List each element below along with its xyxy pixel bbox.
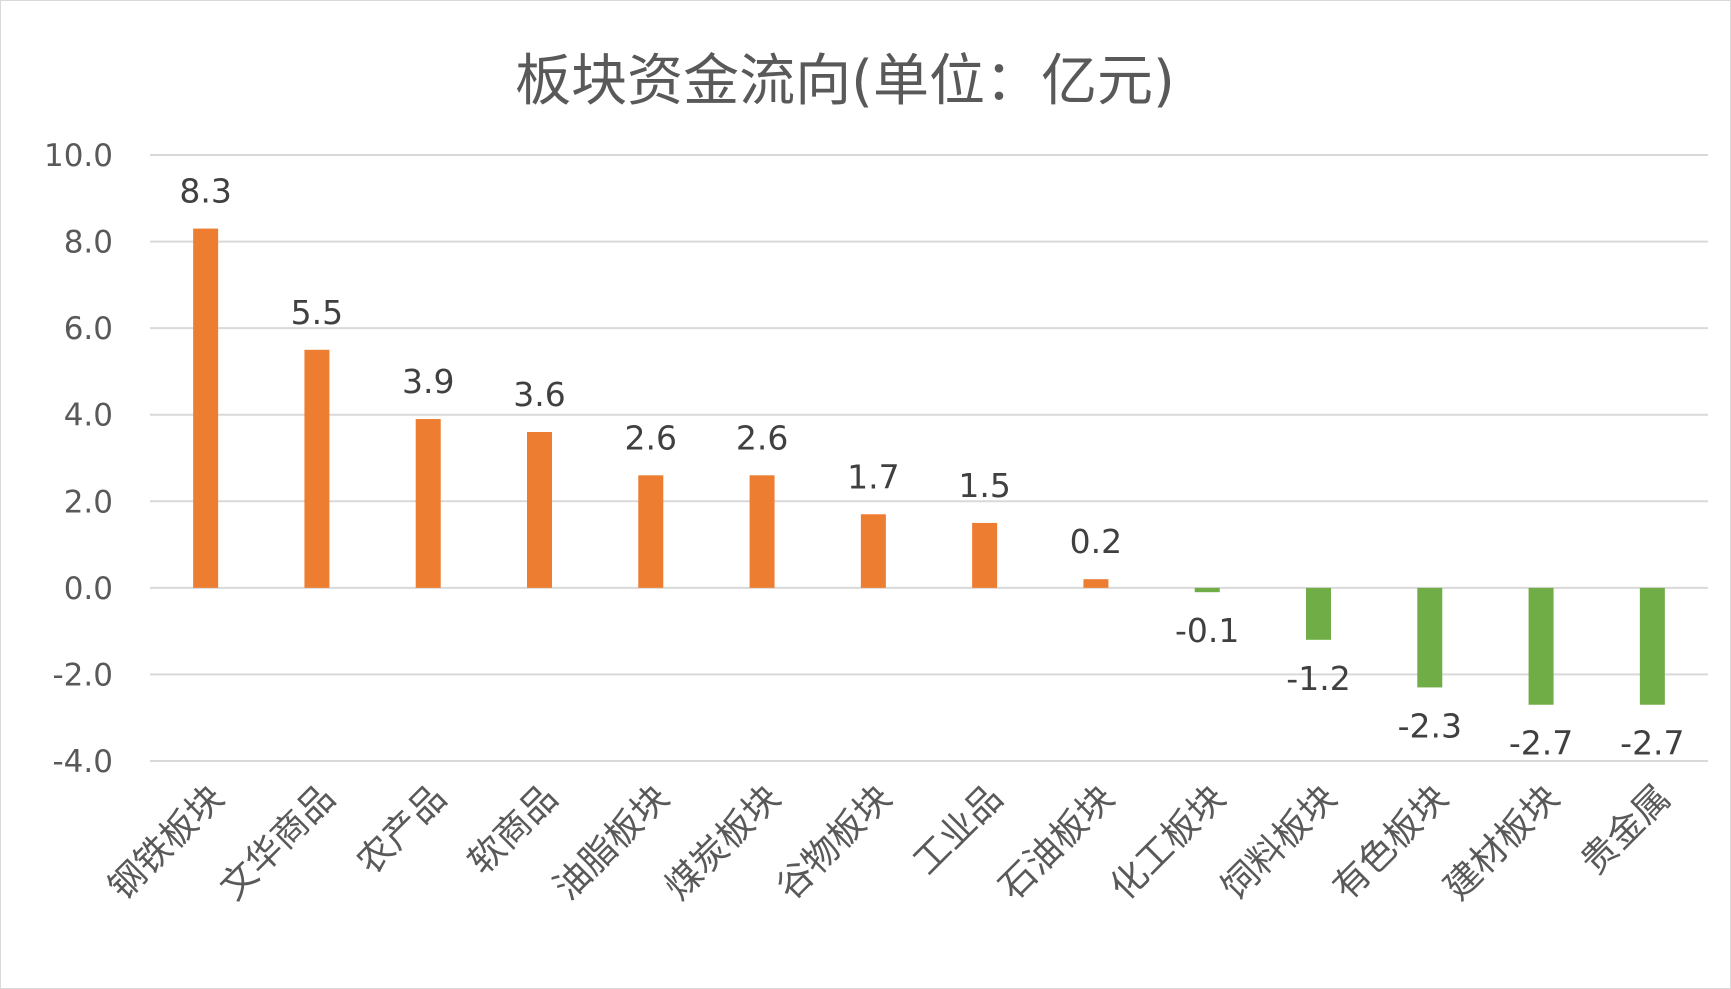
bar bbox=[638, 475, 664, 588]
category-label: 油脂板块 bbox=[546, 777, 677, 908]
y-tick-label: -2.0 bbox=[53, 657, 114, 693]
y-tick-label: -4.0 bbox=[53, 744, 114, 780]
y-tick-label: 8.0 bbox=[64, 225, 113, 261]
data-label: 8.3 bbox=[179, 172, 231, 211]
bar bbox=[860, 514, 886, 588]
y-tick-label: 2.0 bbox=[64, 484, 113, 520]
data-label: 5.5 bbox=[291, 293, 343, 332]
bar bbox=[1083, 579, 1109, 588]
data-label: -1.2 bbox=[1286, 659, 1350, 698]
category-label: 化工板块 bbox=[1103, 777, 1234, 908]
gridlines bbox=[150, 154, 1708, 762]
category-label: 谷物板块 bbox=[769, 777, 900, 908]
data-label: 2.6 bbox=[736, 418, 788, 457]
category-label: 农产品 bbox=[349, 777, 454, 882]
data-label: 1.7 bbox=[847, 457, 899, 496]
category-label: 饲料板块 bbox=[1214, 777, 1345, 908]
data-label: -2.3 bbox=[1398, 706, 1462, 745]
data-label: 3.6 bbox=[513, 375, 565, 414]
bars bbox=[193, 228, 1665, 705]
bar bbox=[1306, 587, 1331, 640]
bar bbox=[304, 349, 330, 588]
y-tick-label: 4.0 bbox=[64, 398, 113, 434]
bar bbox=[972, 522, 998, 588]
bar bbox=[1639, 587, 1665, 705]
data-label: 1.5 bbox=[958, 466, 1010, 505]
data-labels: 8.3 5.5 3.9 3.6 2.6 2.6 1.7 1.5 0.2 -0.1 -1.2 -2.3 -… bbox=[179, 172, 1684, 763]
category-label: 建材板块 bbox=[1437, 777, 1568, 908]
category-label: 石油板块 bbox=[991, 777, 1122, 908]
y-axis-tick-labels: 10.0 8.0 6.0 4.0 2.0 0.0 -2.0 -4.0 bbox=[44, 138, 113, 780]
data-label: -2.7 bbox=[1509, 724, 1573, 763]
category-label: 文华商品 bbox=[212, 777, 343, 908]
category-label: 有色板块 bbox=[1325, 777, 1456, 908]
chart-title: 板块资金流向(单位：亿元) bbox=[515, 49, 1175, 114]
data-label: -2.7 bbox=[1620, 724, 1684, 763]
y-tick-label: 10.0 bbox=[44, 138, 113, 174]
category-label: 贵金属 bbox=[1573, 777, 1678, 882]
category-label: 钢铁板块 bbox=[101, 777, 232, 908]
bar bbox=[527, 432, 552, 588]
bar bbox=[749, 475, 775, 588]
category-label: 煤炭板块 bbox=[658, 777, 789, 908]
category-label: 软商品 bbox=[460, 777, 565, 882]
bar bbox=[1528, 587, 1554, 705]
bar bbox=[1194, 587, 1220, 593]
bar bbox=[415, 419, 441, 588]
bar bbox=[1417, 587, 1443, 688]
bar bbox=[193, 228, 219, 588]
data-label: -0.1 bbox=[1175, 611, 1239, 650]
y-tick-label: 6.0 bbox=[64, 311, 113, 347]
data-label: 3.9 bbox=[402, 362, 454, 401]
category-label: 工业品 bbox=[906, 777, 1011, 882]
data-label: 2.6 bbox=[625, 418, 677, 457]
y-tick-label: 0.0 bbox=[64, 571, 113, 607]
data-label: 0.2 bbox=[1070, 522, 1122, 561]
